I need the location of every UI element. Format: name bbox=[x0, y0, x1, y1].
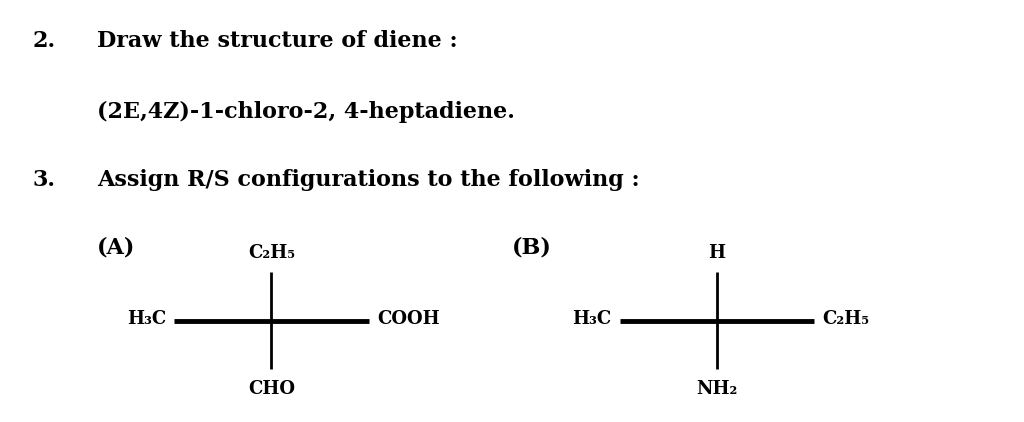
Text: Assign R/S configurations to the following :: Assign R/S configurations to the followi… bbox=[97, 169, 640, 191]
Text: H: H bbox=[709, 243, 725, 262]
Text: (A): (A) bbox=[97, 236, 135, 258]
Text: NH₂: NH₂ bbox=[696, 380, 737, 398]
Text: 3.: 3. bbox=[33, 169, 55, 191]
Text: H₃C: H₃C bbox=[127, 310, 166, 327]
Text: C₂H₅: C₂H₅ bbox=[822, 310, 869, 327]
Text: Draw the structure of diene :: Draw the structure of diene : bbox=[97, 30, 458, 51]
Text: (2E,4Z)-1-chloro-2, 4-heptadiene.: (2E,4Z)-1-chloro-2, 4-heptadiene. bbox=[97, 101, 515, 123]
Text: H₃C: H₃C bbox=[572, 310, 611, 327]
Text: 2.: 2. bbox=[33, 30, 56, 51]
Text: CHO: CHO bbox=[248, 380, 295, 398]
Text: (B): (B) bbox=[512, 236, 552, 258]
Text: COOH: COOH bbox=[377, 310, 439, 327]
Text: C₂H₅: C₂H₅ bbox=[248, 243, 295, 262]
